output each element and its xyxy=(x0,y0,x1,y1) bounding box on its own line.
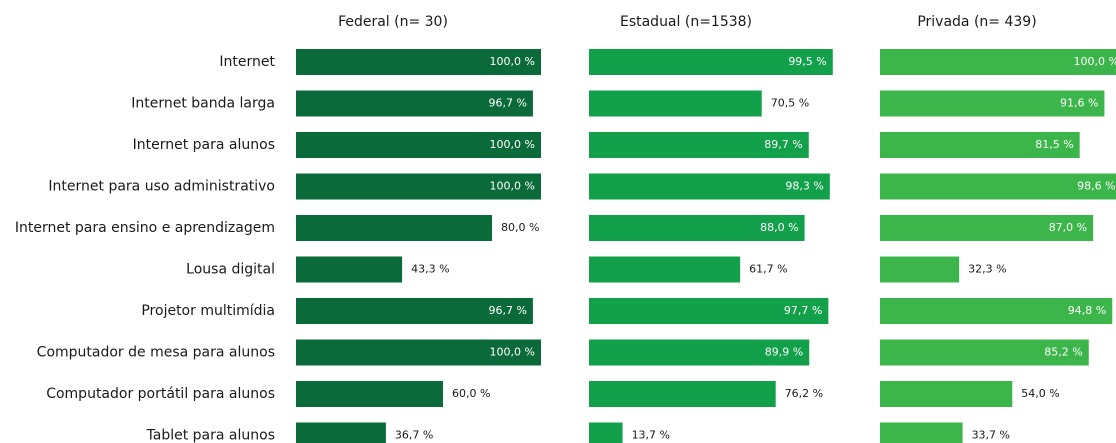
value-label: 100,0 % xyxy=(490,55,535,68)
bar xyxy=(589,381,776,407)
value-label: 89,9 % xyxy=(765,346,803,359)
value-label: 99,5 % xyxy=(788,55,826,68)
bar xyxy=(880,381,1013,407)
category-label: Computador de mesa para alunos xyxy=(37,345,275,361)
legend-entry: Federal (n= 30) xyxy=(338,14,448,30)
value-label: 96,7 % xyxy=(488,97,526,110)
value-label: 32,3 % xyxy=(968,263,1006,276)
value-label: 96,7 % xyxy=(488,304,526,317)
bar xyxy=(296,298,533,324)
value-label: 70,5 % xyxy=(771,97,809,110)
bar xyxy=(296,256,403,283)
bar xyxy=(296,90,533,117)
bar xyxy=(589,215,805,241)
bar xyxy=(589,256,741,283)
value-label: 60,0 % xyxy=(452,387,490,400)
value-label: 100,0 % xyxy=(1074,55,1116,68)
category-label: Projetor multimídia xyxy=(141,303,275,319)
value-label: 33,7 % xyxy=(972,429,1010,442)
bar xyxy=(880,339,1089,366)
value-label: 100,0 % xyxy=(490,138,535,151)
bar xyxy=(296,173,541,200)
value-label: 98,3 % xyxy=(785,180,823,193)
value-label: 94,8 % xyxy=(1068,304,1106,317)
value-label: 88,0 % xyxy=(760,221,798,234)
bar xyxy=(589,339,810,366)
value-label: 43,3 % xyxy=(411,263,449,276)
value-label: 81,5 % xyxy=(1035,138,1073,151)
bar xyxy=(880,49,1116,75)
bar xyxy=(880,422,963,443)
category-label: Internet xyxy=(219,54,275,70)
value-label: 89,7 % xyxy=(764,138,802,151)
value-label: 76,2 % xyxy=(785,387,823,400)
bar xyxy=(880,215,1094,241)
value-label: 85,2 % xyxy=(1044,346,1082,359)
category-label: Internet para ensino e aprendizagem xyxy=(15,220,275,236)
bar xyxy=(589,422,623,443)
bar xyxy=(589,49,833,75)
value-label: 80,0 % xyxy=(501,221,539,234)
category-label: Lousa digital xyxy=(186,262,275,278)
bar xyxy=(880,173,1116,200)
bar xyxy=(296,381,443,407)
bar xyxy=(589,132,809,158)
value-label: 61,7 % xyxy=(749,263,787,276)
bar xyxy=(880,132,1080,158)
bar xyxy=(880,256,960,283)
value-label: 100,0 % xyxy=(490,180,535,193)
bar xyxy=(296,132,541,158)
category-label: Internet para uso administrativo xyxy=(48,179,275,195)
bar xyxy=(296,422,386,443)
bar xyxy=(589,173,830,200)
value-label: 54,0 % xyxy=(1021,387,1059,400)
bar xyxy=(589,298,829,324)
value-label: 97,7 % xyxy=(784,304,822,317)
value-label: 98,6 % xyxy=(1077,180,1115,193)
category-label: Computador portátil para alunos xyxy=(46,386,275,402)
category-label: Tablet para alunos xyxy=(146,428,275,443)
bar xyxy=(296,49,541,75)
bar xyxy=(296,215,492,241)
category-label: Internet banda larga xyxy=(131,96,275,112)
legend-entry: Estadual (n=1538) xyxy=(620,14,752,30)
bar xyxy=(589,90,762,117)
bar xyxy=(880,90,1105,117)
value-label: 36,7 % xyxy=(395,429,433,442)
category-label: Internet para alunos xyxy=(133,137,275,153)
legend-entry: Privada (n= 439) xyxy=(917,14,1036,30)
bar xyxy=(296,339,541,366)
value-label: 91,6 % xyxy=(1060,97,1098,110)
value-label: 13,7 % xyxy=(632,429,670,442)
value-label: 87,0 % xyxy=(1049,221,1087,234)
bar xyxy=(880,298,1113,324)
value-label: 100,0 % xyxy=(490,346,535,359)
